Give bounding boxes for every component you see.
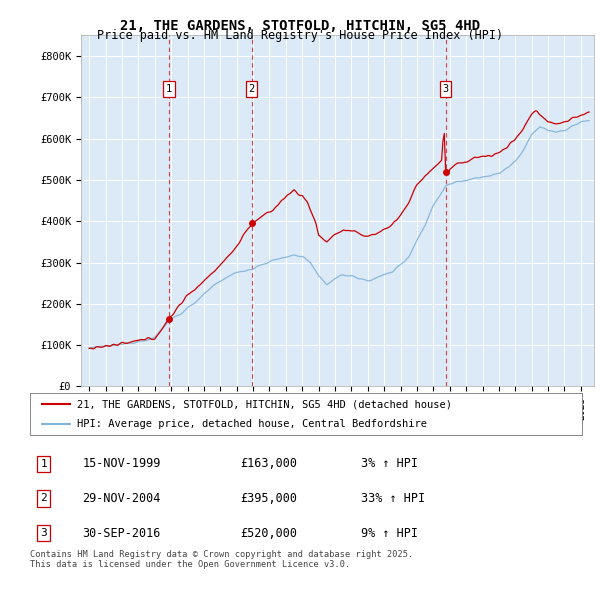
Text: 15-NOV-1999: 15-NOV-1999 <box>82 457 161 470</box>
Text: Price paid vs. HM Land Registry's House Price Index (HPI): Price paid vs. HM Land Registry's House … <box>97 30 503 42</box>
Text: 3: 3 <box>40 528 47 538</box>
Text: 2: 2 <box>40 493 47 503</box>
Point <box>247 219 256 228</box>
Text: 9% ↑ HPI: 9% ↑ HPI <box>361 527 418 540</box>
Text: £163,000: £163,000 <box>240 457 297 470</box>
Point <box>441 167 451 176</box>
Text: £520,000: £520,000 <box>240 527 297 540</box>
Text: 1: 1 <box>40 459 47 469</box>
Text: 33% ↑ HPI: 33% ↑ HPI <box>361 492 425 505</box>
Point <box>164 314 174 324</box>
Text: 29-NOV-2004: 29-NOV-2004 <box>82 492 161 505</box>
Text: 30-SEP-2016: 30-SEP-2016 <box>82 527 161 540</box>
Text: HPI: Average price, detached house, Central Bedfordshire: HPI: Average price, detached house, Cent… <box>77 419 427 430</box>
Text: 1: 1 <box>166 84 172 94</box>
Text: 3% ↑ HPI: 3% ↑ HPI <box>361 457 418 470</box>
Text: £395,000: £395,000 <box>240 492 297 505</box>
Text: 3: 3 <box>443 84 449 94</box>
Text: Contains HM Land Registry data © Crown copyright and database right 2025.
This d: Contains HM Land Registry data © Crown c… <box>30 550 413 569</box>
Text: 21, THE GARDENS, STOTFOLD, HITCHIN, SG5 4HD (detached house): 21, THE GARDENS, STOTFOLD, HITCHIN, SG5 … <box>77 400 452 410</box>
Text: 2: 2 <box>248 84 255 94</box>
Text: 21, THE GARDENS, STOTFOLD, HITCHIN, SG5 4HD: 21, THE GARDENS, STOTFOLD, HITCHIN, SG5 … <box>120 19 480 33</box>
